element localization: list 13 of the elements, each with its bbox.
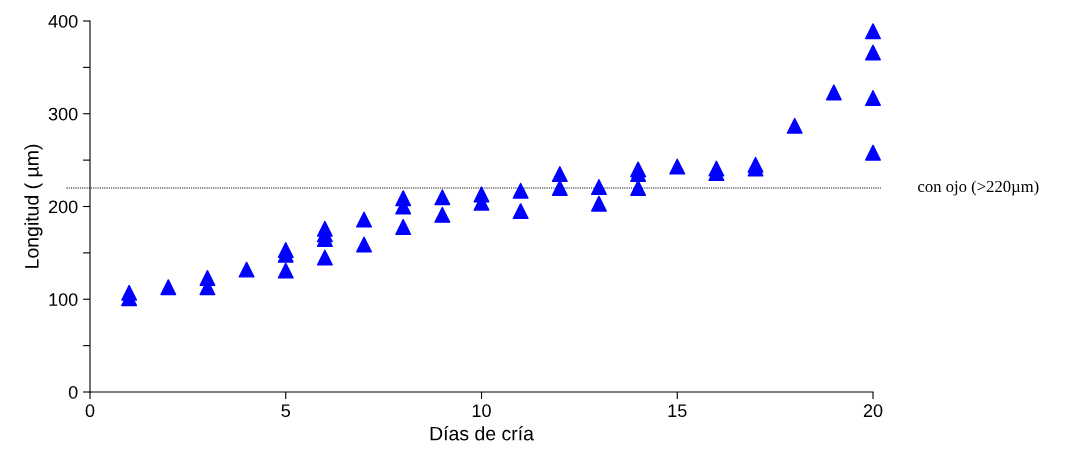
y-tick-label: 400 xyxy=(48,14,78,28)
y-tick-label: 200 xyxy=(48,200,78,214)
x-tick-label: 5 xyxy=(281,404,291,418)
x-tick-label: 15 xyxy=(668,404,687,418)
x-tick-label: 0 xyxy=(85,404,95,418)
x-tick-label: 20 xyxy=(863,404,883,418)
y-tick-label: 0 xyxy=(68,385,78,399)
y-tick-label: 300 xyxy=(48,107,78,121)
ref-line-label: con ojo (>220µm) xyxy=(918,180,1039,196)
x-axis-title: Días de cría xyxy=(430,425,534,441)
y-tick-label: 100 xyxy=(49,293,78,306)
x-tick-label: 10 xyxy=(472,404,491,418)
y-axis-title: Longitud ( µm) xyxy=(24,144,43,268)
